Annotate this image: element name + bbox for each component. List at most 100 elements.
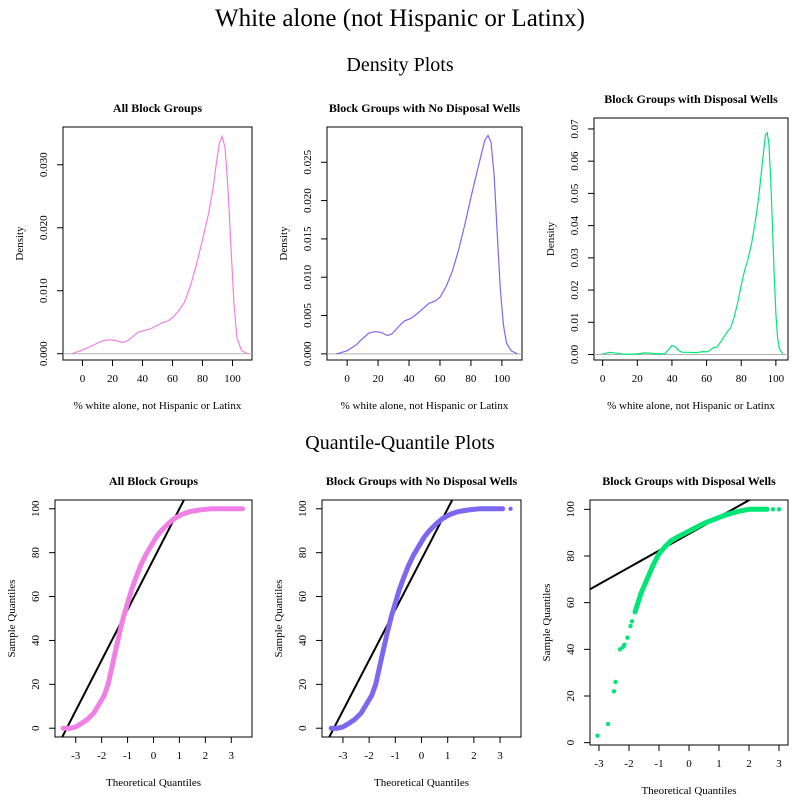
x-tick-label: 0 (344, 373, 350, 385)
x-tick-label: 3 (776, 758, 782, 770)
x-tick-label: 60 (701, 373, 713, 385)
plot-area (594, 131, 788, 356)
y-tick-label: 0 (30, 725, 42, 731)
plot-frame (62, 126, 253, 361)
qq-point (776, 507, 782, 512)
x-tick-label: 0 (151, 750, 157, 762)
x-tick-label: 20 (373, 373, 385, 385)
y-tick-label: 60 (297, 591, 309, 603)
panel-title: All Block Groups (113, 101, 202, 115)
density-panel-with-wells: Block Groups with Disposal Wells 0 20 40 60 8… (545, 92, 789, 412)
plot-frame (321, 499, 522, 738)
x-tick-label: 40 (137, 373, 149, 385)
y-tick-label: 0.030 (38, 152, 50, 177)
x-tick-label: -1 (391, 750, 400, 762)
x-tick-label: 0 (419, 750, 425, 762)
y-tick-label: 0.03 (569, 248, 581, 268)
y-tick-label: 0.000 (302, 341, 314, 366)
y-tick-label: 80 (30, 547, 42, 559)
plot-frame (326, 126, 523, 361)
panel-title: Block Groups with No Disposal Wells (329, 101, 521, 115)
x-tick-label: 40 (404, 373, 416, 385)
density-curve (602, 131, 784, 355)
y-tick-label: 60 (565, 597, 577, 609)
y-tick-label: 0.025 (302, 149, 314, 174)
x-tick-label: 80 (197, 373, 209, 385)
density-curve (336, 134, 518, 355)
x-tick-label: 100 (768, 373, 785, 385)
y-tick-label: 0.07 (569, 119, 581, 139)
qq-point (328, 726, 334, 731)
y-axis-label: Sample Quantiles (273, 580, 285, 658)
y-tick-label: 100 (297, 500, 309, 517)
y-tick-label: 40 (565, 643, 577, 655)
panel-title: All Block Groups (109, 474, 198, 488)
x-tick-label: 2 (203, 750, 209, 762)
qq-panel-all: All Block Groups -3 -2 -1 0 1 2 3 0 20 40 60 80 100 Th… (6, 474, 253, 789)
qq-point (629, 619, 635, 624)
qq-sample-points (632, 506, 770, 615)
qq-point (611, 689, 617, 694)
panel-title: Block Groups with No Disposal Wells (326, 474, 518, 488)
x-tick-label: 1 (177, 750, 183, 762)
x-tick-label: 1 (716, 758, 722, 770)
qq-panel-with-wells: Block Groups with Disposal Wells -3 -2 -1 0 1… (541, 474, 789, 797)
plot-area (327, 134, 522, 355)
plot-area (328, 500, 513, 737)
y-tick-label: 20 (30, 678, 42, 690)
qq-point (622, 642, 627, 647)
qq-panel-no-wells: Block Groups with No Disposal Wells -3 -2 -… (273, 474, 522, 789)
x-tick-label: 20 (107, 373, 119, 385)
x-tick-label: 100 (494, 373, 511, 385)
plot-area (590, 500, 782, 738)
y-axis-label: Sample Quantiles (541, 584, 553, 662)
y-tick-label: 0.01 (569, 313, 581, 332)
qq-point (625, 635, 630, 640)
x-tick-label: 0 (600, 373, 606, 385)
y-axis-label: Density (278, 226, 290, 261)
x-tick-label: 80 (736, 373, 748, 385)
x-tick-label: 3 (497, 750, 503, 762)
density-section-title: Density Plots (346, 54, 454, 76)
y-tick-label: 40 (30, 634, 42, 646)
qq-point (508, 506, 513, 511)
x-tick-label: 60 (167, 373, 179, 385)
x-axis-label: % white alone, not Hispanic or Latinx (74, 400, 242, 412)
y-tick-label: 0.06 (569, 151, 581, 171)
qq-point (60, 726, 65, 731)
y-tick-label: 0 (565, 739, 577, 745)
y-tick-label: 0 (297, 725, 309, 731)
plot-area (60, 500, 246, 737)
density-panel-no-wells: Block Groups with No Disposal Wells 0 20 40… (278, 101, 523, 412)
y-tick-label: 40 (297, 634, 309, 646)
y-tick-label: 0.02 (569, 280, 581, 299)
x-axis-label: % white alone, not Hispanic or Latinx (341, 400, 509, 412)
y-axis-label: Density (14, 226, 26, 261)
qq-sample-points (60, 506, 245, 731)
plot-frame (54, 499, 253, 738)
qq-point (232, 506, 238, 511)
density-panel-all: All Block Groups 0 20 40 60 80 100 0.000 0.010 0.… (14, 101, 253, 412)
x-tick-label: -1 (123, 750, 132, 762)
y-tick-label: 60 (30, 591, 42, 603)
qq-point (617, 647, 623, 652)
x-tick-label: 40 (666, 373, 678, 385)
y-tick-label: 0.005 (302, 303, 314, 328)
qq-reference-line (61, 500, 186, 737)
plot-area (63, 134, 252, 355)
x-axis-label: Theoretical Quantiles (106, 777, 201, 789)
qq-point (628, 623, 633, 629)
y-tick-label: 0.020 (38, 215, 50, 240)
x-tick-label: 2 (746, 758, 752, 770)
y-tick-label: 20 (565, 690, 577, 702)
x-tick-label: 0 (686, 758, 692, 770)
density-curve (71, 134, 248, 355)
x-axis-label: % white alone, not Hispanic or Latinx (607, 400, 775, 412)
x-axis-label: Theoretical Quantiles (374, 777, 469, 789)
main-title: White alone (not Hispanic or Latinx) (214, 5, 586, 32)
x-tick-label: 1 (445, 750, 451, 762)
plot-frame (589, 499, 789, 746)
x-tick-label: -3 (338, 750, 348, 762)
x-tick-label: 100 (224, 373, 241, 385)
y-tick-label: 80 (297, 547, 309, 559)
